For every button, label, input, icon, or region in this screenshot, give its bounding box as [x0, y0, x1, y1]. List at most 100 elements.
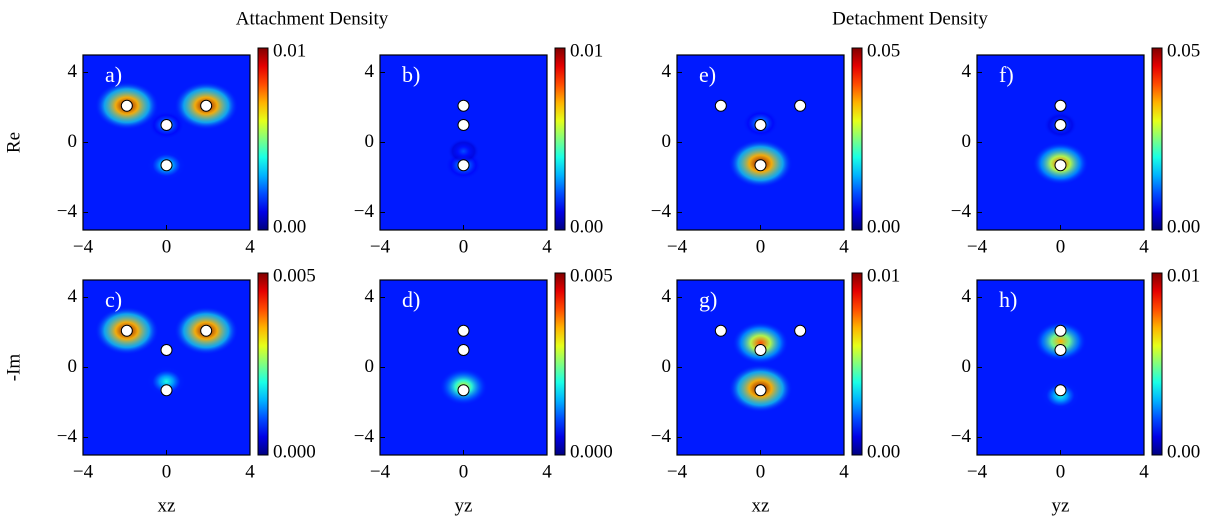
x-tick-label: 4	[839, 461, 849, 482]
y-tick-label: −4	[354, 426, 375, 447]
atom	[1054, 324, 1067, 337]
y-tick-label: −4	[951, 426, 972, 447]
density-peak	[732, 321, 789, 365]
x-axis-label: yz	[455, 495, 473, 516]
colorbar	[554, 272, 566, 456]
colorbar-tick-label: 0.00	[1167, 441, 1200, 462]
atom	[457, 344, 470, 356]
density-peak	[447, 138, 480, 165]
plot-area	[83, 280, 250, 455]
atom	[1054, 384, 1067, 397]
y-axis-label: -Im	[3, 354, 24, 382]
colorbar-tick-label: 0.05	[1167, 40, 1200, 61]
x-tick-label: 4	[542, 236, 552, 257]
y-tick-label: 0	[68, 356, 78, 377]
atom	[714, 324, 727, 337]
density-peak	[146, 365, 187, 398]
atom	[200, 324, 213, 337]
colorbar-tick-label: 0.05	[867, 40, 900, 61]
atom	[160, 159, 173, 172]
x-tick-label: 0	[459, 236, 469, 257]
colorbar-tick-label: 0.01	[1167, 265, 1200, 286]
x-tick-label: 4	[839, 236, 849, 257]
atom	[200, 99, 213, 112]
y-tick-label: 0	[662, 131, 672, 152]
atom	[120, 99, 133, 112]
colorbar-tick-label: 0.01	[867, 265, 900, 286]
colorbar-tick-label: 0.00	[1167, 216, 1200, 237]
colorbar	[851, 47, 863, 231]
x-tick-label: 4	[245, 236, 255, 257]
x-tick-label: −4	[73, 236, 94, 257]
heatmap-background	[380, 280, 547, 455]
atom	[457, 384, 470, 397]
density-peak	[1034, 321, 1087, 362]
colorbar-tick-label: 0.00	[570, 216, 603, 237]
atom	[714, 99, 727, 112]
x-tick-label: 0	[1056, 236, 1066, 257]
y-tick-label: 4	[662, 286, 672, 307]
atom	[754, 159, 767, 172]
x-tick-label: 4	[245, 461, 255, 482]
x-axis-label: xz	[158, 495, 176, 516]
y-tick-label: 0	[68, 131, 78, 152]
atom	[160, 119, 173, 131]
x-axis-label: xz	[752, 495, 770, 516]
colorbar	[851, 272, 863, 456]
colorbar	[554, 47, 566, 231]
x-tick-label: 0	[756, 236, 766, 257]
y-tick-label: −4	[354, 201, 375, 222]
x-tick-label: 4	[542, 461, 552, 482]
y-tick-label: −4	[651, 426, 672, 447]
y-tick-label: 0	[962, 356, 972, 377]
y-tick-label: −4	[951, 201, 972, 222]
panel-label: h)	[999, 287, 1017, 312]
y-tick-label: 4	[962, 61, 972, 82]
y-tick-label: −4	[57, 426, 78, 447]
colorbar	[1151, 47, 1163, 231]
y-tick-label: 4	[962, 286, 972, 307]
y-tick-label: 4	[365, 286, 375, 307]
colorbar-tick-label: 0.000	[273, 441, 316, 462]
plot-area	[977, 280, 1144, 455]
y-tick-label: −4	[651, 201, 672, 222]
colorbar-tick-label: 0.01	[273, 40, 306, 61]
atom	[120, 324, 133, 337]
plot-area	[380, 55, 547, 230]
plot-area	[677, 280, 844, 455]
colorbar-tick-label: 0.005	[273, 265, 316, 286]
y-axis-label: Re	[3, 132, 24, 153]
x-axis-label: yz	[1052, 495, 1070, 516]
plot-area	[380, 280, 547, 455]
heatmap-background	[977, 280, 1144, 455]
plot-area	[83, 55, 250, 230]
y-tick-label: 4	[365, 61, 375, 82]
atom	[457, 99, 470, 112]
x-tick-label: −4	[370, 461, 391, 482]
colorbar-tick-label: 0.01	[570, 40, 603, 61]
x-tick-label: 0	[162, 236, 172, 257]
atom	[457, 119, 470, 131]
y-tick-label: −4	[57, 201, 78, 222]
x-tick-label: 4	[1139, 236, 1149, 257]
y-tick-label: 0	[962, 131, 972, 152]
x-tick-label: −4	[667, 236, 688, 257]
y-tick-label: 0	[365, 131, 375, 152]
y-tick-label: 0	[365, 356, 375, 377]
x-tick-label: 0	[756, 461, 766, 482]
x-tick-label: −4	[370, 236, 391, 257]
atom	[754, 344, 767, 356]
x-tick-label: 0	[162, 461, 172, 482]
colorbar-tick-label: 0.00	[867, 216, 900, 237]
atom	[754, 384, 767, 397]
group-title: Detachment Density	[832, 8, 988, 29]
atom	[1054, 119, 1067, 131]
x-tick-label: −4	[73, 461, 94, 482]
panel-label: g)	[699, 287, 717, 312]
atom	[794, 324, 807, 337]
panel-label: a)	[105, 62, 122, 87]
atom	[457, 159, 470, 172]
colorbar-tick-label: 0.000	[570, 441, 613, 462]
panel-label: b)	[402, 62, 420, 87]
